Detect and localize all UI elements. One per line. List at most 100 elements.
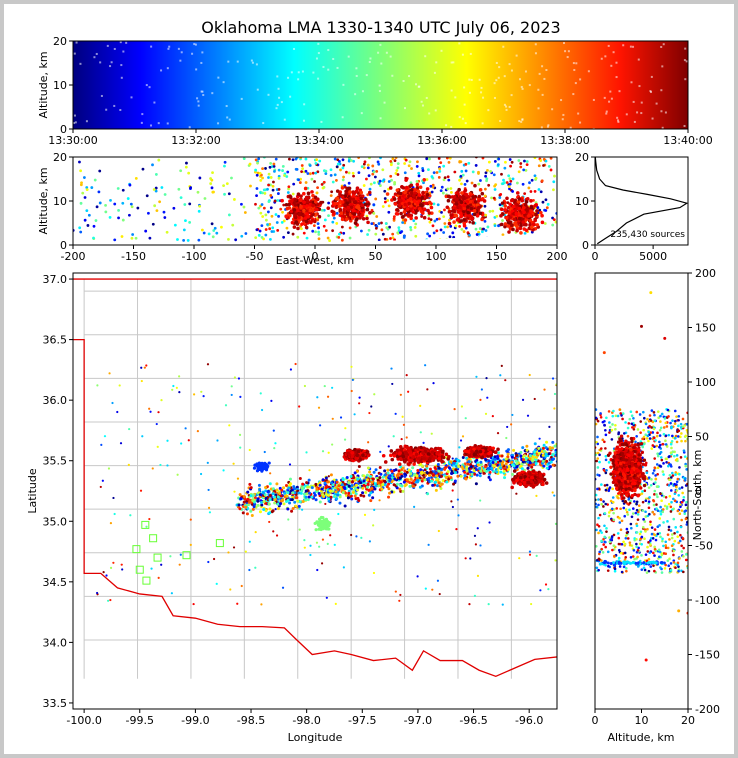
source-point <box>302 231 306 235</box>
source-point <box>383 237 387 241</box>
sparse-gap <box>563 42 566 45</box>
source-point <box>307 495 311 499</box>
source-point <box>241 511 245 515</box>
source-point <box>268 227 272 231</box>
source-point <box>239 497 243 501</box>
sparse-gap <box>470 78 473 81</box>
sparse-gap <box>450 89 453 92</box>
sparse-gap <box>240 97 243 100</box>
source-point <box>365 473 369 477</box>
core-point <box>306 191 311 196</box>
source-point <box>305 481 309 485</box>
source-point <box>233 198 236 201</box>
sparse-gap <box>377 51 380 54</box>
core-point <box>404 178 408 182</box>
source-point <box>438 169 442 173</box>
source-point <box>508 177 512 181</box>
source-point <box>414 222 418 226</box>
source-point <box>246 497 250 501</box>
source-point <box>266 490 270 494</box>
source-point <box>464 169 468 173</box>
source-point <box>347 181 351 185</box>
source-point <box>451 489 454 492</box>
source-point <box>242 205 246 209</box>
source-point <box>262 508 266 512</box>
core-point <box>509 198 514 203</box>
source-point <box>178 391 181 394</box>
source-point <box>427 543 430 546</box>
sparse-gap <box>302 119 305 122</box>
sparse-gap <box>482 96 485 99</box>
source-point <box>282 486 286 490</box>
core-point <box>339 211 344 216</box>
source-point <box>464 557 467 560</box>
source-point <box>551 463 555 467</box>
core-point <box>539 210 543 215</box>
core-point <box>401 454 406 459</box>
source-point <box>270 230 274 233</box>
core-point <box>461 209 466 214</box>
sparse-gap <box>342 83 345 86</box>
sparse-gap <box>378 84 381 87</box>
source-point <box>548 465 552 469</box>
source-point <box>281 169 284 172</box>
source-point <box>368 187 372 191</box>
source-point <box>474 227 478 231</box>
source-point <box>253 502 257 506</box>
source-point <box>515 453 519 457</box>
source-point <box>267 176 270 179</box>
source-point <box>268 498 272 502</box>
core-point <box>407 201 411 206</box>
source-point <box>320 182 324 186</box>
ew-axis-tick-label: 0 <box>312 250 319 263</box>
source-point <box>359 493 363 497</box>
source-point <box>366 233 369 236</box>
sparse-gap <box>153 101 156 104</box>
east-west-sources <box>73 157 557 245</box>
source-point <box>479 179 482 182</box>
source-point <box>356 477 360 481</box>
source-point <box>275 221 279 224</box>
source-point <box>484 213 488 217</box>
source-point <box>274 442 277 445</box>
source-point <box>505 436 508 440</box>
core-point <box>311 212 315 217</box>
source-point <box>328 239 331 242</box>
sparse-gap <box>404 107 407 110</box>
source-point <box>197 209 201 213</box>
source-point <box>359 481 363 485</box>
core-point <box>514 211 519 216</box>
source-point <box>369 491 373 495</box>
source-point <box>243 211 247 214</box>
source-point <box>120 563 123 566</box>
core-point <box>418 185 423 190</box>
source-point <box>315 487 319 491</box>
core-point <box>346 205 350 210</box>
core-point <box>394 212 399 216</box>
source-point <box>275 534 279 537</box>
core-point <box>420 195 424 200</box>
sparse-gap <box>228 118 231 121</box>
source-point <box>268 493 272 497</box>
source-point <box>547 164 551 168</box>
source-point <box>463 474 467 478</box>
source-point <box>354 483 358 487</box>
source-point <box>78 160 81 164</box>
source-point <box>378 476 382 480</box>
source-point <box>374 484 378 488</box>
source-point <box>148 517 151 521</box>
sparse-gap <box>503 75 506 78</box>
source-point <box>98 169 102 173</box>
source-point <box>464 477 468 481</box>
source-point <box>409 477 413 481</box>
core-point <box>452 220 456 224</box>
sparse-gap <box>683 59 686 62</box>
source-point <box>303 539 306 542</box>
source-point <box>493 224 497 228</box>
source-point <box>184 219 187 223</box>
source-point <box>532 453 536 457</box>
sparse-gap <box>493 82 496 85</box>
source-point <box>245 512 249 516</box>
source-point <box>387 482 391 486</box>
